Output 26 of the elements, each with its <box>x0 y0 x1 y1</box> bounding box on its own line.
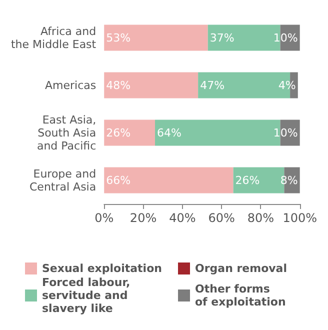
y-tick-label: Africa and the Middle East <box>10 24 97 51</box>
bar <box>104 167 234 194</box>
legend-label: Other forms of exploitation <box>195 282 286 308</box>
data-label: 64% <box>157 126 182 140</box>
legend-label: Forced labour, servitude and slavery like <box>42 276 130 315</box>
y-tick-label: Americas <box>45 78 96 92</box>
data-label: 48% <box>106 78 131 92</box>
data-label: 66% <box>106 174 131 187</box>
x-tick-label: 60% <box>208 211 235 225</box>
bar <box>104 120 156 146</box>
data-label: 47% <box>200 78 225 92</box>
data-label: 37% <box>210 31 234 44</box>
bar <box>104 24 208 51</box>
data-label: 26% <box>106 126 131 140</box>
data-label: 53% <box>106 31 131 44</box>
x-tick-label: 80% <box>247 211 274 225</box>
x-tick-label: 100% <box>282 211 318 225</box>
data-label: 26% <box>235 174 260 187</box>
x-tick-label: 0% <box>94 211 114 225</box>
legend-label: Organ removal <box>195 262 288 275</box>
y-tick-label: Europe and Central Asia <box>30 167 96 194</box>
legend-label: Sexual exploitation <box>42 262 162 275</box>
x-tick-label: 20% <box>130 211 157 225</box>
x-tick-label: 40% <box>169 211 196 225</box>
bar <box>104 72 198 98</box>
y-tick-label: East Asia, South Asia and Pacific <box>36 113 96 152</box>
